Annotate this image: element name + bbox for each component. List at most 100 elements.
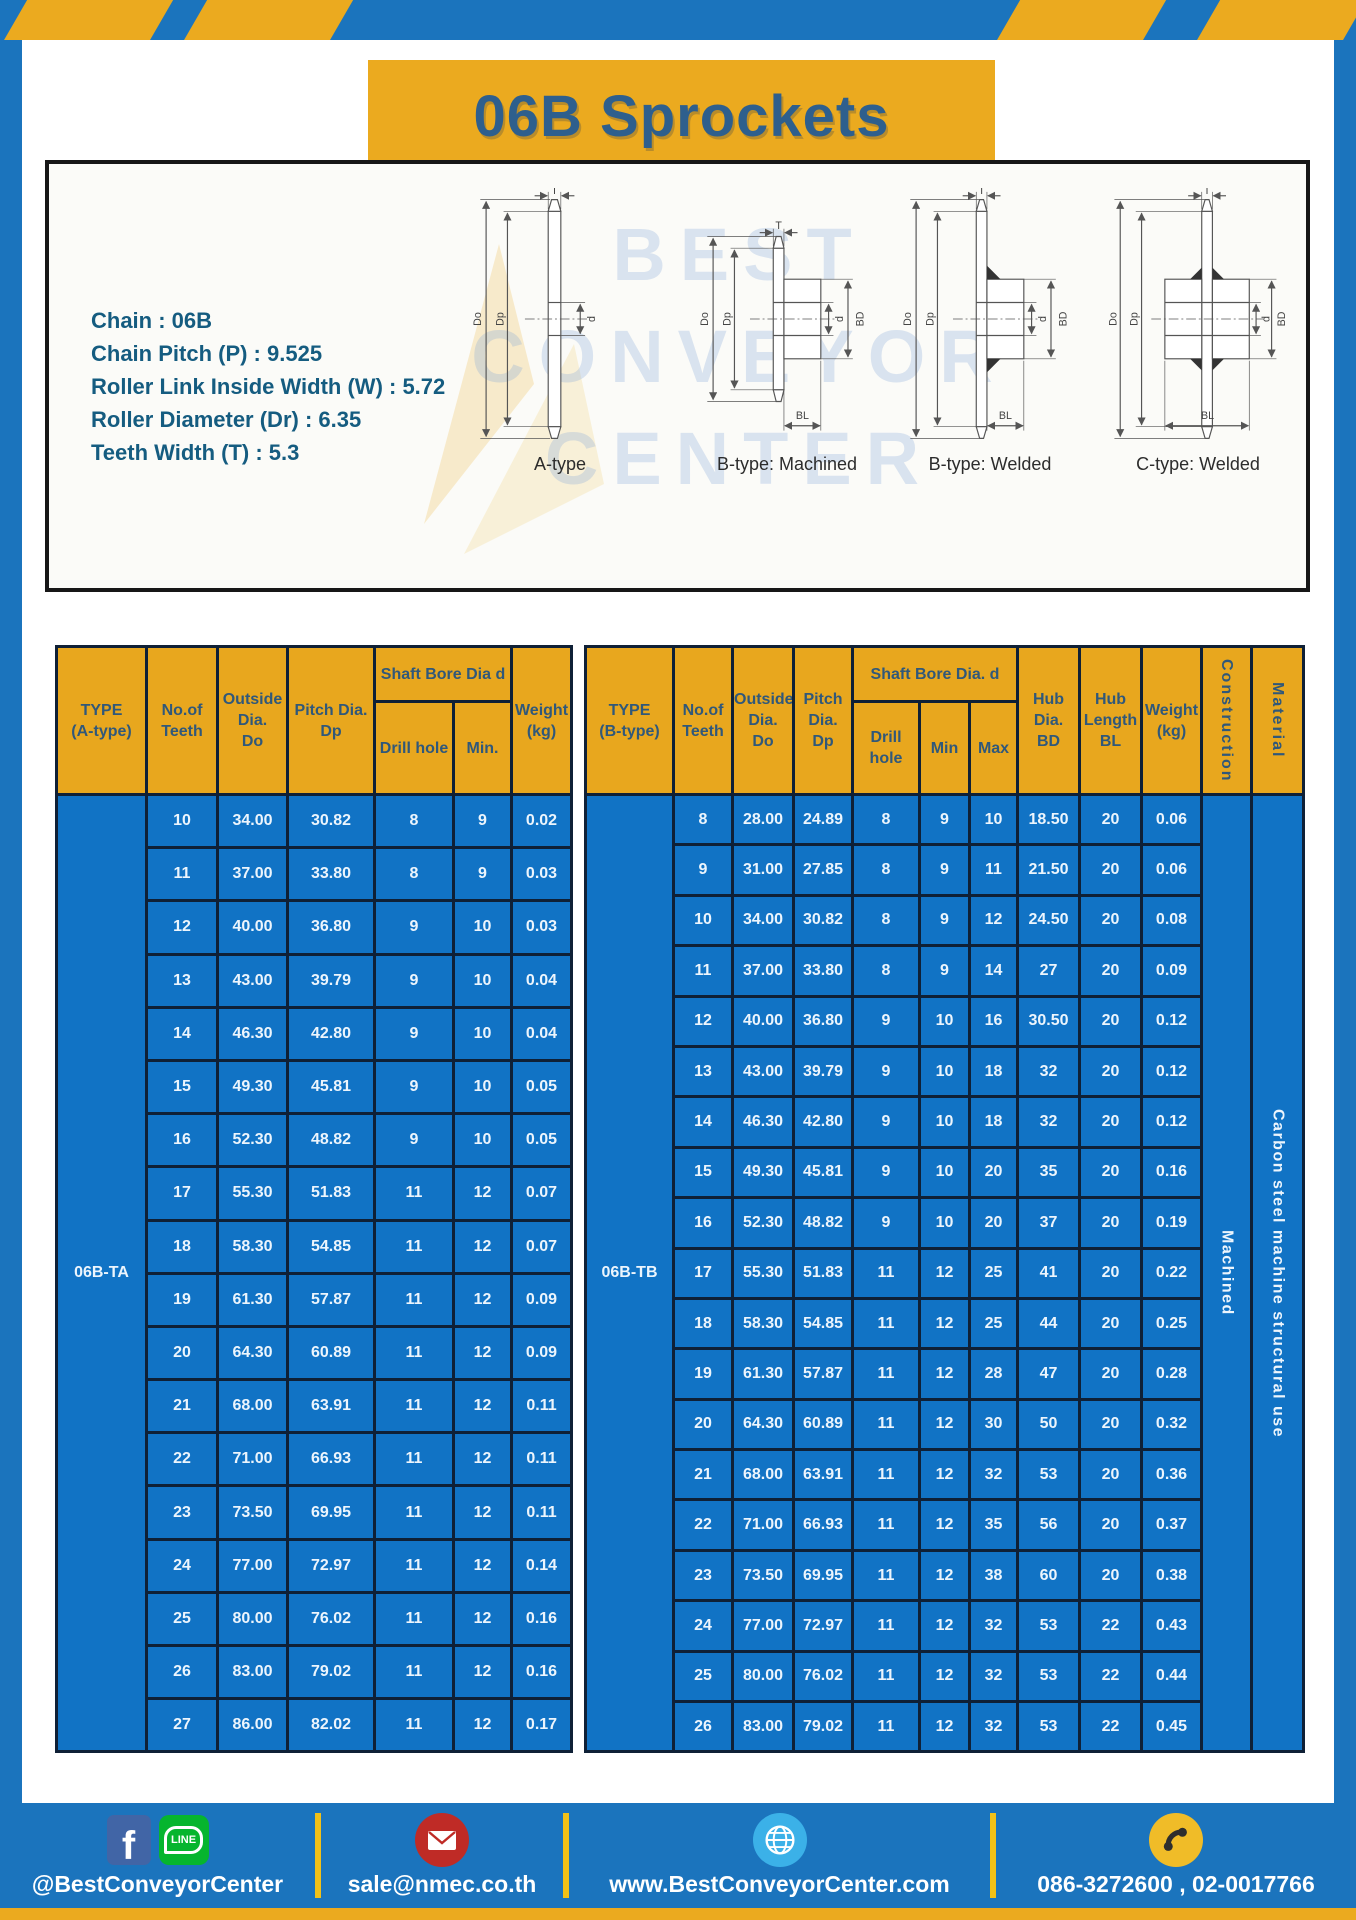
table-cell: 11 [373,1165,455,1222]
table-cell: 12 [918,1599,971,1653]
table-cell: 72.97 [286,1537,376,1594]
table-cell: 46.30 [731,1095,795,1149]
table-cell: 55.30 [731,1246,795,1300]
table-cell: 20 [1078,1448,1143,1502]
gold-stripe [0,0,177,40]
table-cell: 12 [672,994,734,1048]
table-cell: 27 [1016,944,1081,998]
table-cell: 42.80 [792,1095,854,1149]
table-cell: 20 [1078,893,1143,948]
diagram-b-type-welded: T Do Dp d BD BL [892,188,1078,450]
spec-line: Chain : 06B [91,308,213,333]
table-cell: 12 [918,1448,971,1502]
table-cell: 0.11 [510,1431,573,1488]
col-header-shaft-bore: Shaft Bore Dia. d [851,645,1019,703]
table-cell: 33.80 [286,846,376,903]
col-header-outside: Outside Dia. Do [731,645,795,796]
phone-icon [1149,1812,1203,1867]
table-cell: 60.89 [286,1324,376,1382]
footer-divider [563,1813,569,1898]
table-cell: 73.50 [731,1548,795,1603]
table-cell: 22 [145,1431,219,1488]
table-cell: 12 [918,1548,971,1603]
table-cell: 83.00 [731,1700,795,1754]
table-cell: 9 [672,843,734,897]
table-cell: 20 [1078,1548,1143,1603]
table-cell: 0.32 [1140,1397,1203,1452]
table-cell: 20 [1078,1347,1143,1401]
table-cell: 15 [145,1058,219,1116]
dim-label-bd: BD [1276,311,1286,326]
table-cell: 30.82 [792,893,854,948]
col-header-material: Material [1250,645,1305,796]
spec-line: Roller Diameter (Dr) : 6.35 [91,407,362,432]
table-cell: 45.81 [286,1058,376,1116]
table-cell: 80.00 [216,1590,289,1648]
table-cell: 12 [918,1347,971,1401]
table-cell: 11 [851,1498,921,1552]
table-cell: 10 [452,1005,513,1062]
table-cell: 0.44 [1140,1649,1203,1704]
table-cell: 20 [1078,944,1143,998]
table-cell: 72.97 [792,1599,854,1653]
table-cell: 11 [373,1431,455,1488]
table-cell: 49.30 [216,1058,289,1116]
table-cell: 68.00 [731,1448,795,1502]
table-cell: 44 [1016,1296,1081,1351]
table-cell: 76.02 [286,1590,376,1648]
table-cell: 20 [1078,1044,1143,1099]
table-cell: 0.16 [510,1590,573,1648]
footer-contact-bar: f LINE @BestConveyorCenter sale@nmec.co.… [0,1803,1356,1908]
diagram-caption-b-welded: B-type: Welded [928,454,1052,474]
table-row: 27 86.00 82.02 11 12 0.17 [57,1697,573,1754]
table-cell: 8 [851,893,921,948]
table-cell: 30 [968,1397,1019,1452]
table-cell: 20 [1078,994,1143,1048]
table-cell: 33.80 [792,944,854,998]
dim-label-bl: BL [796,410,809,422]
dim-label-do: Do [902,312,914,326]
table-cell: 61.30 [731,1347,795,1401]
table-cell: 0.04 [510,952,573,1009]
table-row: 12 40.00 36.80 9 10 0.03 [57,899,573,956]
dim-label-dp: Dp [1129,312,1141,326]
table-cell: 13 [672,1044,734,1099]
table-cell: 16 [145,1112,219,1169]
table-cell: 22 [1078,1700,1143,1754]
table-cell: 54.85 [286,1218,376,1275]
table-cell: 39.79 [286,952,376,1009]
table-cell: 26 [672,1700,734,1754]
table-cell: 32 [1016,1095,1081,1149]
table-cell: 9 [373,1058,455,1116]
table-cell: 0.14 [510,1537,573,1594]
footer-email-text: sale@nmec.co.th [347,1870,537,1897]
table-cell: 32 [968,1700,1019,1754]
table-cell: 14 [145,1005,219,1062]
table-cell: 12 [452,1431,513,1488]
table-cell: 19 [145,1271,219,1328]
diagram-caption-b-machined: B-type: Machined [716,454,858,474]
table-row: 15 49.30 45.81 9 10 0.05 [57,1058,573,1116]
dim-label-dp: Dp [722,312,734,326]
dim-label-d: d [586,316,598,322]
dim-label-dp: Dp [495,312,507,326]
table-cell: 12 [452,1643,513,1701]
table-cell: 9 [851,1145,921,1200]
table-cell: 0.16 [1140,1145,1203,1200]
table-cell: 0.45 [1140,1700,1203,1754]
col-header-weight: Weight (kg) [1140,645,1203,796]
dim-label-bl: BL [1201,410,1214,422]
table-cell: 12 [452,1537,513,1594]
table-cell: 12 [452,1378,513,1435]
table-row: 16 52.30 48.82 9 10 0.05 [57,1112,573,1169]
table-cell: 20 [1078,843,1143,897]
table-cell: 22 [1078,1649,1143,1704]
table-cell: 24 [145,1537,219,1594]
table-cell: 10 [918,1095,971,1149]
table-cell: 0.22 [1140,1246,1203,1300]
table-cell: 12 [452,1324,513,1382]
table-cell: 83.00 [216,1643,289,1701]
table-cell: 9 [851,994,921,1048]
table-row: 18 58.30 54.85 11 12 25 44 20 0.25 [586,1296,1304,1351]
table-cell: 11 [373,1537,455,1594]
